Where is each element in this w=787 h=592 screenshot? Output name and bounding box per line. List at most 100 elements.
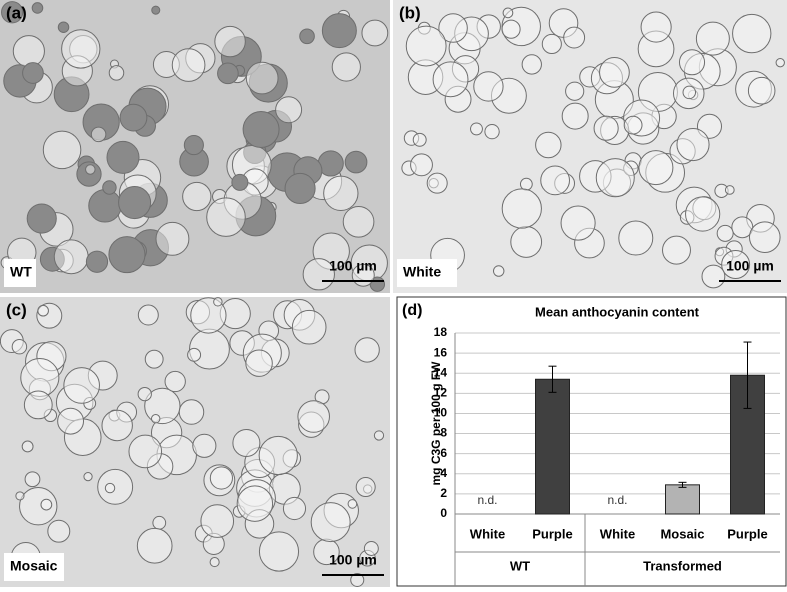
caption-box xyxy=(4,553,64,581)
cell xyxy=(106,140,140,174)
bar xyxy=(665,484,700,515)
cell xyxy=(155,221,190,256)
cell xyxy=(85,250,109,273)
cell xyxy=(61,29,101,69)
cell xyxy=(178,399,205,425)
cell xyxy=(724,185,735,195)
cell xyxy=(192,433,217,458)
cell xyxy=(432,61,469,98)
value-label: n.d. xyxy=(477,493,497,507)
cell xyxy=(187,347,202,362)
cell xyxy=(231,173,249,191)
cell xyxy=(53,239,89,275)
cell xyxy=(88,189,122,223)
cell xyxy=(350,572,365,587)
cell xyxy=(245,349,273,377)
cell xyxy=(245,61,279,95)
cell xyxy=(695,21,730,56)
cell xyxy=(748,221,781,253)
cell xyxy=(171,48,206,82)
cell xyxy=(323,175,359,211)
cell xyxy=(119,103,148,132)
cell xyxy=(136,527,173,564)
cell xyxy=(144,349,164,369)
y-tick-label: 14 xyxy=(434,365,448,379)
y-tick-label: 12 xyxy=(434,386,448,400)
cell xyxy=(151,5,161,15)
cell xyxy=(83,472,93,482)
cell xyxy=(236,485,274,522)
caption: White xyxy=(403,264,441,280)
panel-label: (b) xyxy=(399,3,421,22)
cell xyxy=(560,205,596,241)
cell xyxy=(104,482,116,494)
cell xyxy=(19,487,58,526)
caption-box xyxy=(4,259,36,287)
cell xyxy=(561,102,589,130)
cell xyxy=(214,25,246,58)
caption: Mosaic xyxy=(10,558,58,574)
cell xyxy=(541,33,562,55)
caption-box xyxy=(397,259,457,287)
cell xyxy=(716,224,734,242)
cell xyxy=(438,13,468,43)
chart-frame xyxy=(396,296,787,587)
cell xyxy=(355,477,376,498)
cell xyxy=(97,468,134,505)
cell xyxy=(354,337,380,363)
cell xyxy=(310,502,351,543)
cell xyxy=(232,428,261,457)
cell xyxy=(593,115,619,141)
cell xyxy=(284,172,316,205)
cell xyxy=(213,297,223,307)
panel-label: (c) xyxy=(6,300,27,319)
cell xyxy=(470,122,483,136)
cell xyxy=(21,440,34,453)
cell xyxy=(361,19,389,47)
cell xyxy=(118,186,152,220)
cell xyxy=(363,541,379,556)
cell xyxy=(521,54,542,75)
cell xyxy=(164,370,186,393)
cell xyxy=(63,367,100,404)
cell xyxy=(137,304,159,326)
cell xyxy=(101,409,133,442)
cell xyxy=(242,111,280,149)
cell xyxy=(275,96,303,124)
y-tick-label: 4 xyxy=(440,466,447,480)
cell xyxy=(412,132,427,147)
cell xyxy=(108,236,146,274)
cell xyxy=(26,203,57,234)
cell xyxy=(258,435,298,476)
cell xyxy=(12,35,45,68)
cell xyxy=(492,265,505,277)
cell xyxy=(331,52,361,82)
cell xyxy=(640,11,672,43)
cell xyxy=(747,76,776,105)
chart-title: Mean anthocyanin content xyxy=(535,304,700,319)
cell xyxy=(623,115,643,135)
cell xyxy=(342,205,375,238)
cell xyxy=(501,188,542,229)
chart-label: (d) xyxy=(402,302,422,319)
cell xyxy=(484,123,500,140)
cell xyxy=(182,181,212,212)
cell xyxy=(344,150,368,174)
cell xyxy=(599,56,630,88)
y-tick-label: 16 xyxy=(434,345,448,359)
cell xyxy=(150,414,161,424)
cell xyxy=(321,13,357,49)
cell xyxy=(510,226,543,258)
cell xyxy=(85,164,96,175)
cell xyxy=(47,519,71,543)
x-tick-label: White xyxy=(470,526,505,541)
cell xyxy=(682,85,697,100)
cell xyxy=(501,19,521,39)
y-tick-label: 8 xyxy=(440,426,447,440)
cell xyxy=(37,304,49,317)
cell xyxy=(685,196,721,232)
cell xyxy=(373,430,385,441)
cell xyxy=(128,434,163,469)
cell xyxy=(137,386,152,402)
